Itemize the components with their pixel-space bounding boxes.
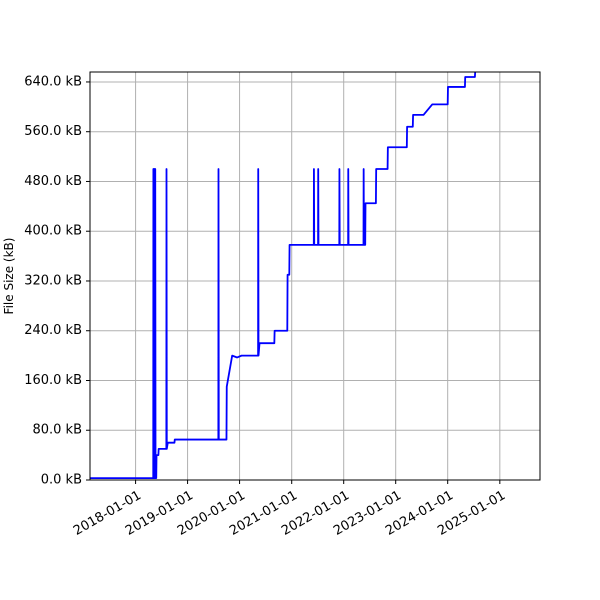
y-axis: 0.0 kB 80.0 kB 160.0 kB 240.0 kB 320.0 kB 400… [24,74,90,488]
y-tick-label: 640.0 kB [24,74,82,89]
series-layer [90,71,477,480]
y-tick-label: 480.0 kB [24,174,82,189]
y-tick-label: 240.0 kB [24,323,82,338]
grid [90,72,540,481]
y-tick-label: 560.0 kB [24,124,82,139]
y-tick-label: 80.0 kB [32,423,82,438]
x-axis: 2018-01-012019-01-012020-01-012021-01-01… [71,480,508,539]
y-tick-label: 400.0 kB [24,224,82,239]
y-tick-label: 160.0 kB [24,373,82,388]
series-line-0 [90,71,477,480]
y-tick-label: 320.0 kB [24,273,82,288]
y-axis-label: File Size (kB) [2,238,16,315]
y-tick-label: 0.0 kB [41,473,82,488]
plot-area-frame [89,71,541,481]
